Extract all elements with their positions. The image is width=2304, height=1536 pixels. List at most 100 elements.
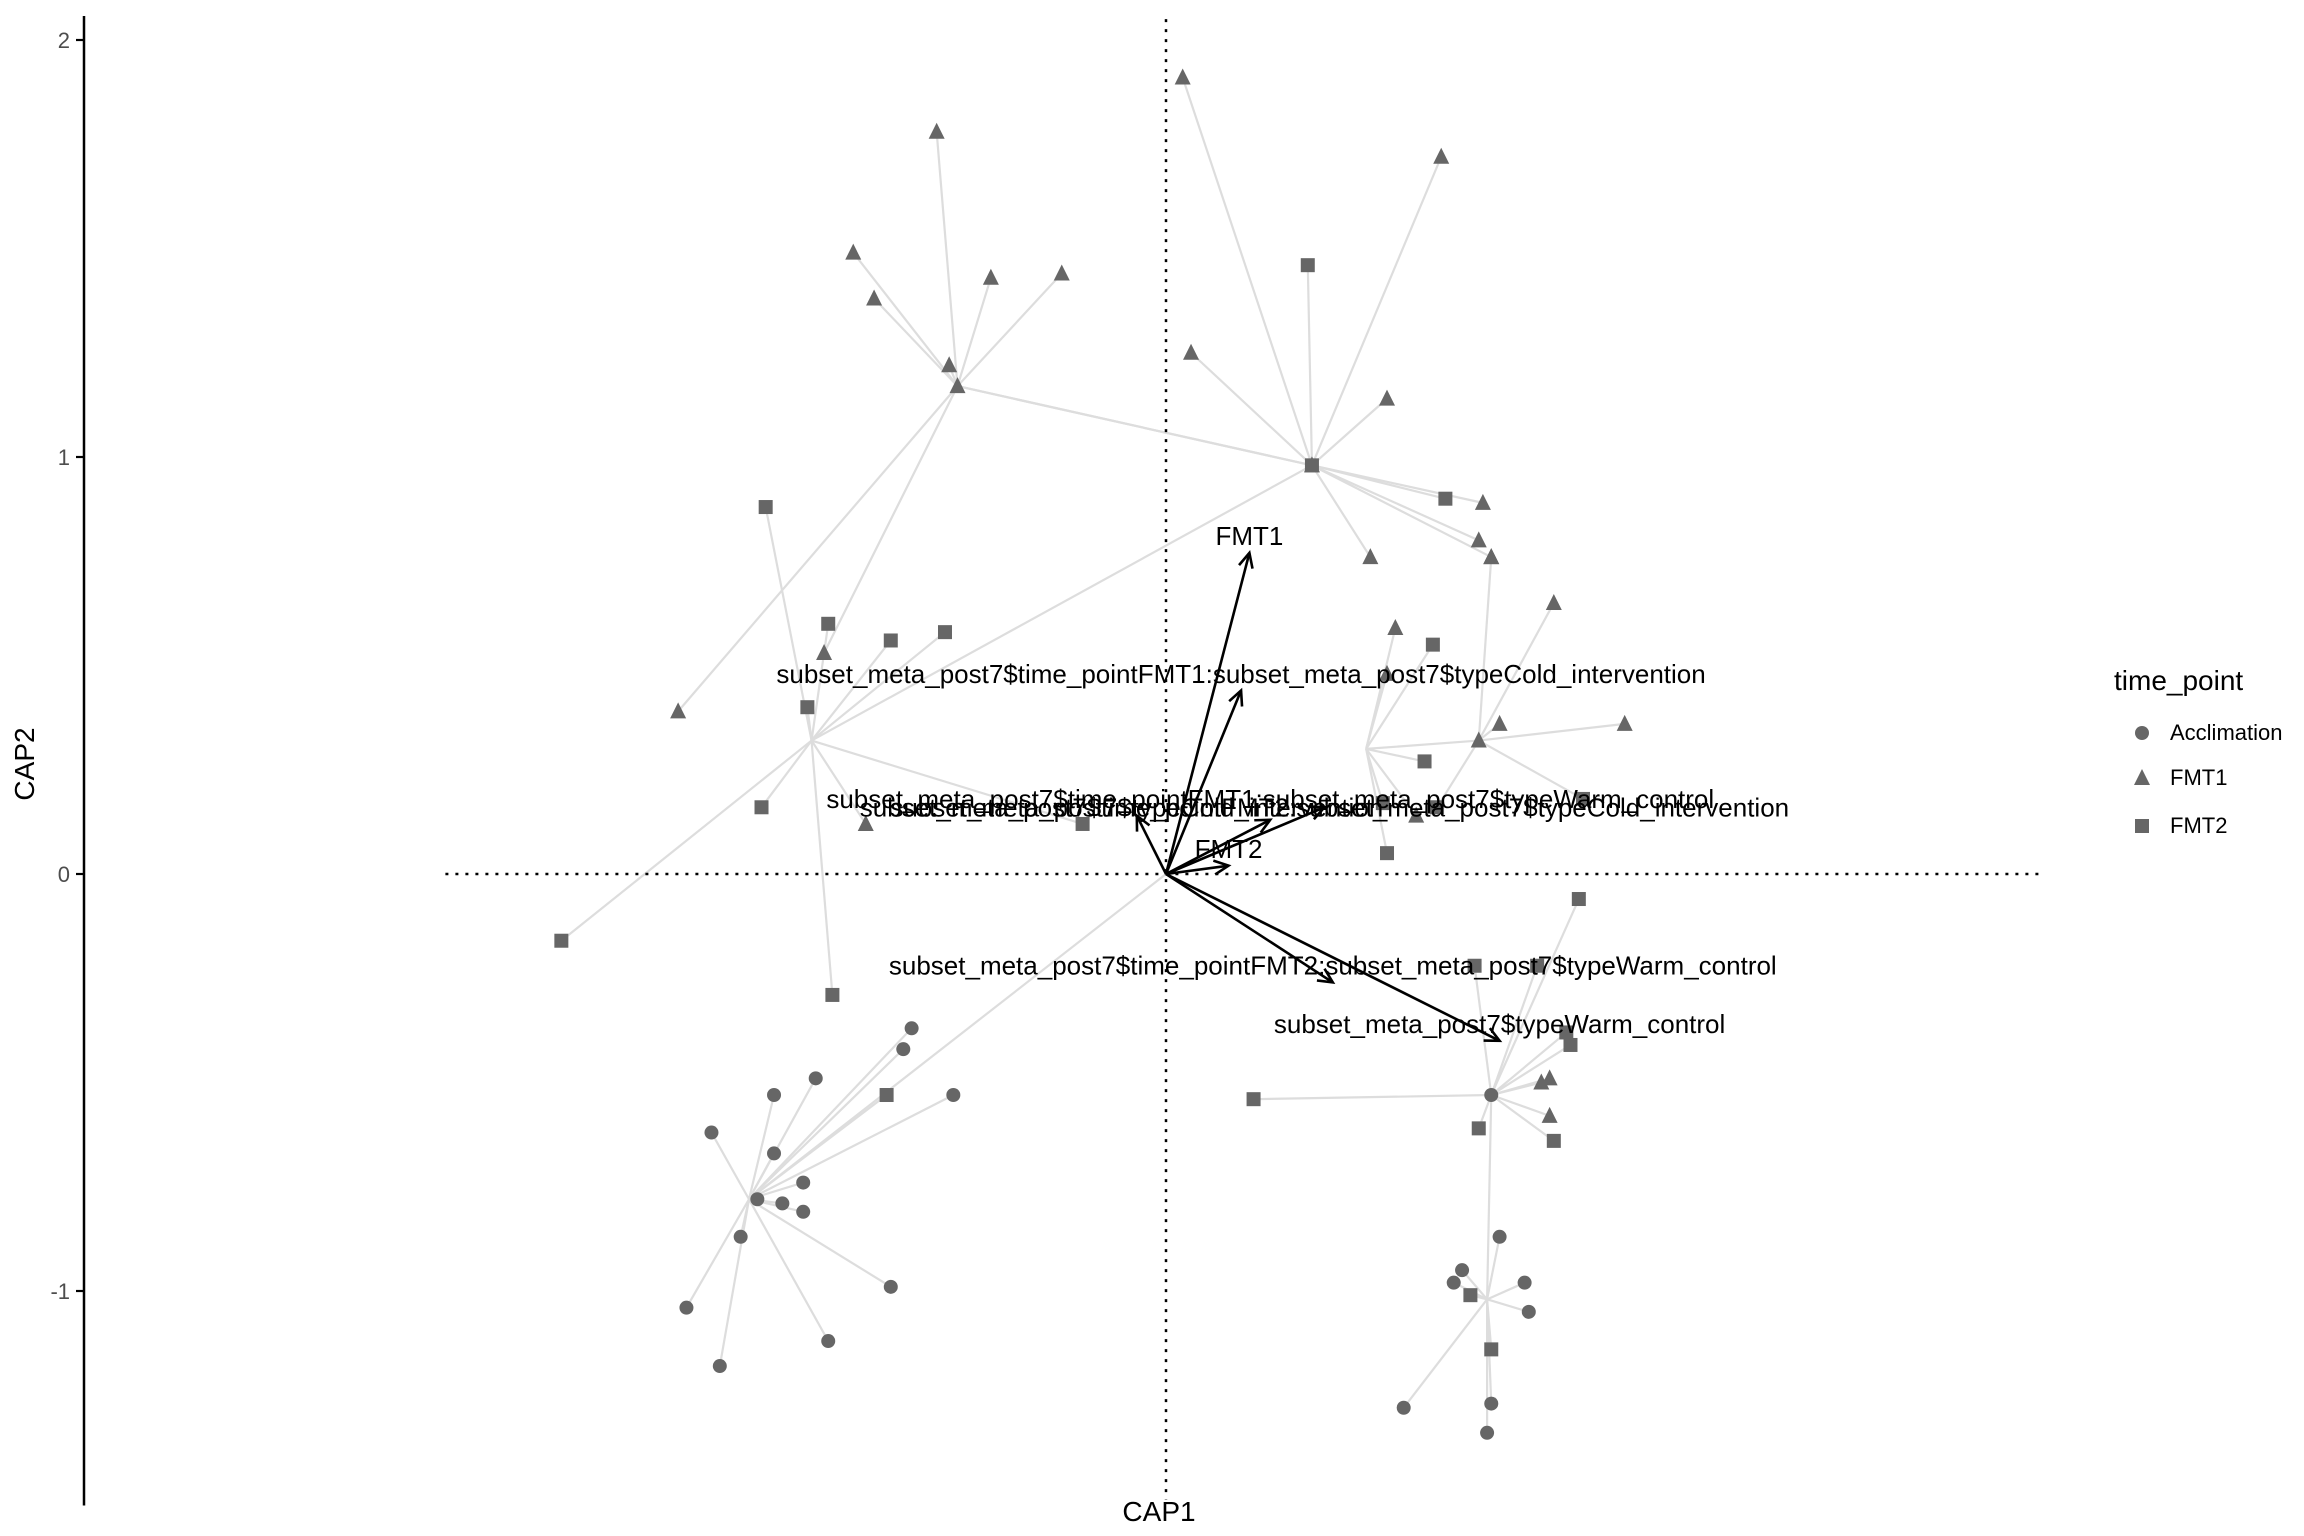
- data-point: [1425, 637, 1440, 652]
- spider-line-3-1: [1365, 644, 1434, 750]
- spider-line-0-2: [873, 297, 959, 387]
- spider-line-2-3: [810, 631, 946, 742]
- data-point: [816, 643, 833, 660]
- spider-line-0-0: [935, 131, 959, 387]
- data-point: [1471, 1121, 1486, 1136]
- data-point: [1387, 618, 1404, 635]
- spider-line-3-3: [1365, 747, 1425, 763]
- spider-line-6-6: [748, 1094, 954, 1201]
- data-point: [896, 1042, 911, 1057]
- data-point: [1075, 816, 1090, 831]
- spider-line-3-6: [1365, 748, 1384, 804]
- data-point: [1491, 714, 1508, 731]
- legend-key-fmt1: [2134, 769, 2150, 785]
- data-point: [1455, 1263, 1470, 1278]
- data-point: [1483, 548, 1500, 565]
- spider-line-2-6: [560, 739, 813, 942]
- data-point: [1375, 796, 1390, 811]
- spider-line-0-6: [677, 385, 959, 713]
- y-tick-label: 1: [58, 445, 70, 470]
- legend-key-acclimation: [2135, 726, 2149, 740]
- data-point: [1470, 731, 1487, 748]
- spider-line-2-8: [810, 739, 867, 825]
- legend-label-fmt2: FMT2: [2170, 813, 2227, 838]
- data-point: [845, 243, 862, 260]
- y-tick-label: 2: [58, 28, 70, 53]
- data-point: [1053, 264, 1070, 281]
- spider-line-5-3: [1490, 1031, 1568, 1096]
- data-point: [1559, 1025, 1574, 1040]
- spider-line-6-11: [748, 1198, 892, 1288]
- spider-line-4-1: [1478, 722, 1625, 742]
- data-point: [1417, 754, 1432, 769]
- y-tick-label: 0: [58, 862, 70, 887]
- data-point: [982, 268, 999, 285]
- data-point: [767, 1088, 782, 1103]
- biplot-arrow-2: [1165, 806, 1325, 876]
- data-point: [800, 700, 815, 715]
- spider-line-5-1: [1490, 965, 1539, 1096]
- data-point: [1480, 1425, 1495, 1440]
- biplot-arrowhead-1: [1228, 687, 1244, 707]
- spider-line-5-5: [1490, 1093, 1551, 1117]
- biplot-arrow-3: [1165, 818, 1271, 876]
- spider-line-2-5: [760, 739, 813, 808]
- spider-line-5-4: [1490, 1081, 1542, 1097]
- spider-line-5-8: [1253, 1093, 1492, 1101]
- biplot-arrow-0: [1164, 552, 1251, 875]
- data-point: [821, 616, 836, 631]
- spider-line-0-3: [956, 277, 992, 387]
- x-axis-title: CAP1: [1122, 1496, 1195, 1527]
- legend-label-acclimation: Acclimation: [2170, 720, 2282, 745]
- spider-line-2-10: [811, 464, 1313, 742]
- biplot-arrowhead-0: [1238, 550, 1254, 569]
- spider-line-6-14: [748, 1198, 830, 1342]
- spider-line-7-0: [1486, 1236, 1501, 1300]
- data-point: [1470, 531, 1487, 548]
- spider-line-7-10: [1485, 1094, 1493, 1300]
- spider-line-1-1: [1310, 156, 1443, 466]
- data-point: [1571, 892, 1586, 907]
- data-point: [1380, 846, 1395, 861]
- spider-line-2-1: [810, 623, 830, 741]
- data-point: [754, 800, 769, 815]
- data-point: [796, 1204, 811, 1219]
- legend-label-fmt1: FMT1: [2170, 765, 2227, 790]
- data-point: [941, 356, 958, 373]
- biplot-arrowhead-2: [1308, 805, 1328, 821]
- spider-line-1-9: [1311, 464, 1372, 558]
- data-point: [821, 1334, 836, 1349]
- data-point: [1467, 958, 1482, 973]
- spider-line-4-5: [1478, 739, 1584, 800]
- data-point: [808, 1071, 823, 1086]
- data-point: [1576, 791, 1590, 806]
- spider-line-7-8: [1402, 1298, 1488, 1409]
- data-point: [949, 377, 966, 394]
- spider-line-2-9: [811, 739, 1083, 826]
- biplot-arrow-1: [1164, 690, 1243, 875]
- spider-line-6-3: [748, 1077, 817, 1200]
- spider-line-6-12: [685, 1198, 750, 1309]
- spider-line-4-4: [1436, 739, 1480, 808]
- data-point: [825, 987, 840, 1002]
- data-point: [883, 1279, 898, 1294]
- spider-line-1-0: [1181, 77, 1313, 466]
- data-point: [1530, 958, 1545, 973]
- data-point: [1484, 1396, 1499, 1411]
- biplot-arrow-label-0: FMT1: [1215, 521, 1283, 551]
- data-point: [946, 1088, 961, 1103]
- spider-line-6-1: [747, 1094, 776, 1200]
- data-point: [1246, 1092, 1261, 1107]
- data-point: [1521, 1304, 1536, 1319]
- biplot-arrowhead-4: [1135, 812, 1151, 832]
- biplot-arrow-label-6: subset_meta_post7$time_pointFMT2:subset_…: [889, 951, 1777, 981]
- data-point: [775, 1196, 790, 1211]
- biplot-arrow-4: [1135, 815, 1168, 875]
- spider-line-0-4: [956, 272, 1063, 387]
- data-point: [904, 1021, 919, 1036]
- spider-line-6-17: [748, 873, 1167, 1201]
- data-point: [1438, 491, 1453, 506]
- spider-line-0-7: [823, 385, 959, 654]
- legend-keys: [2134, 726, 2150, 833]
